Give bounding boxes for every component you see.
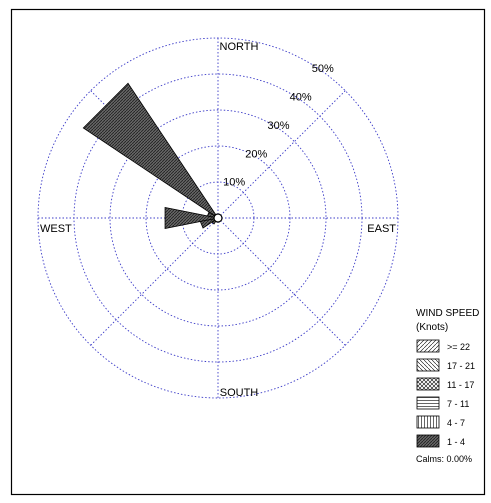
ring-label-10: 10% (223, 177, 245, 189)
legend-units: (Knots) (416, 322, 448, 333)
ring-label-20: 20% (245, 148, 267, 160)
legend-swatch-11-17 (416, 377, 440, 391)
petal-315 (82, 82, 219, 219)
legend-label-1-4: 1 - 4 (447, 437, 465, 447)
legend: WIND SPEED (Knots) >= 22 17 - 21 11 - 17 7 … (416, 308, 479, 464)
direction-label-west: WEST (40, 223, 72, 235)
ring-labels: 10% 20% 30% 40% 50% (223, 63, 334, 188)
legend-calms: Calms: 0.00% (416, 454, 472, 464)
plot-border (10, 8, 486, 496)
direction-label-east: EAST (367, 223, 396, 235)
legend-swatch->=22 (416, 339, 440, 353)
grid-ring-20 (145, 145, 291, 291)
direction-label-south: SOUTH (220, 387, 259, 399)
direction-label-north: NORTH (220, 41, 259, 53)
legend-label-7-11: 7 - 11 (447, 399, 469, 409)
ring-label-30: 30% (267, 120, 289, 132)
legend-label-4-7: 4 - 7 (447, 418, 465, 428)
legend-items: >= 22 17 - 21 11 - 17 7 - 11 4 - 7 1 - 4 (416, 339, 475, 448)
legend-swatch-4-7 (416, 415, 440, 429)
legend-label-17-21: 17 - 21 (447, 361, 475, 371)
grid-ring-30 (109, 109, 327, 327)
legend-swatch-1-4 (416, 434, 440, 448)
polar-grid (37, 37, 399, 399)
legend-label->=22: >= 22 (447, 342, 470, 352)
legend-label-11-17: 11 - 17 (447, 380, 474, 390)
legend-swatch-17-21 (416, 358, 440, 372)
petal-270 (164, 206, 219, 230)
legend-title: WIND SPEED (416, 308, 479, 319)
ring-label-40: 40% (290, 92, 312, 104)
ring-label-50: 50% (312, 63, 334, 75)
center-hub (213, 213, 223, 223)
legend-swatch-7-11 (416, 396, 440, 410)
